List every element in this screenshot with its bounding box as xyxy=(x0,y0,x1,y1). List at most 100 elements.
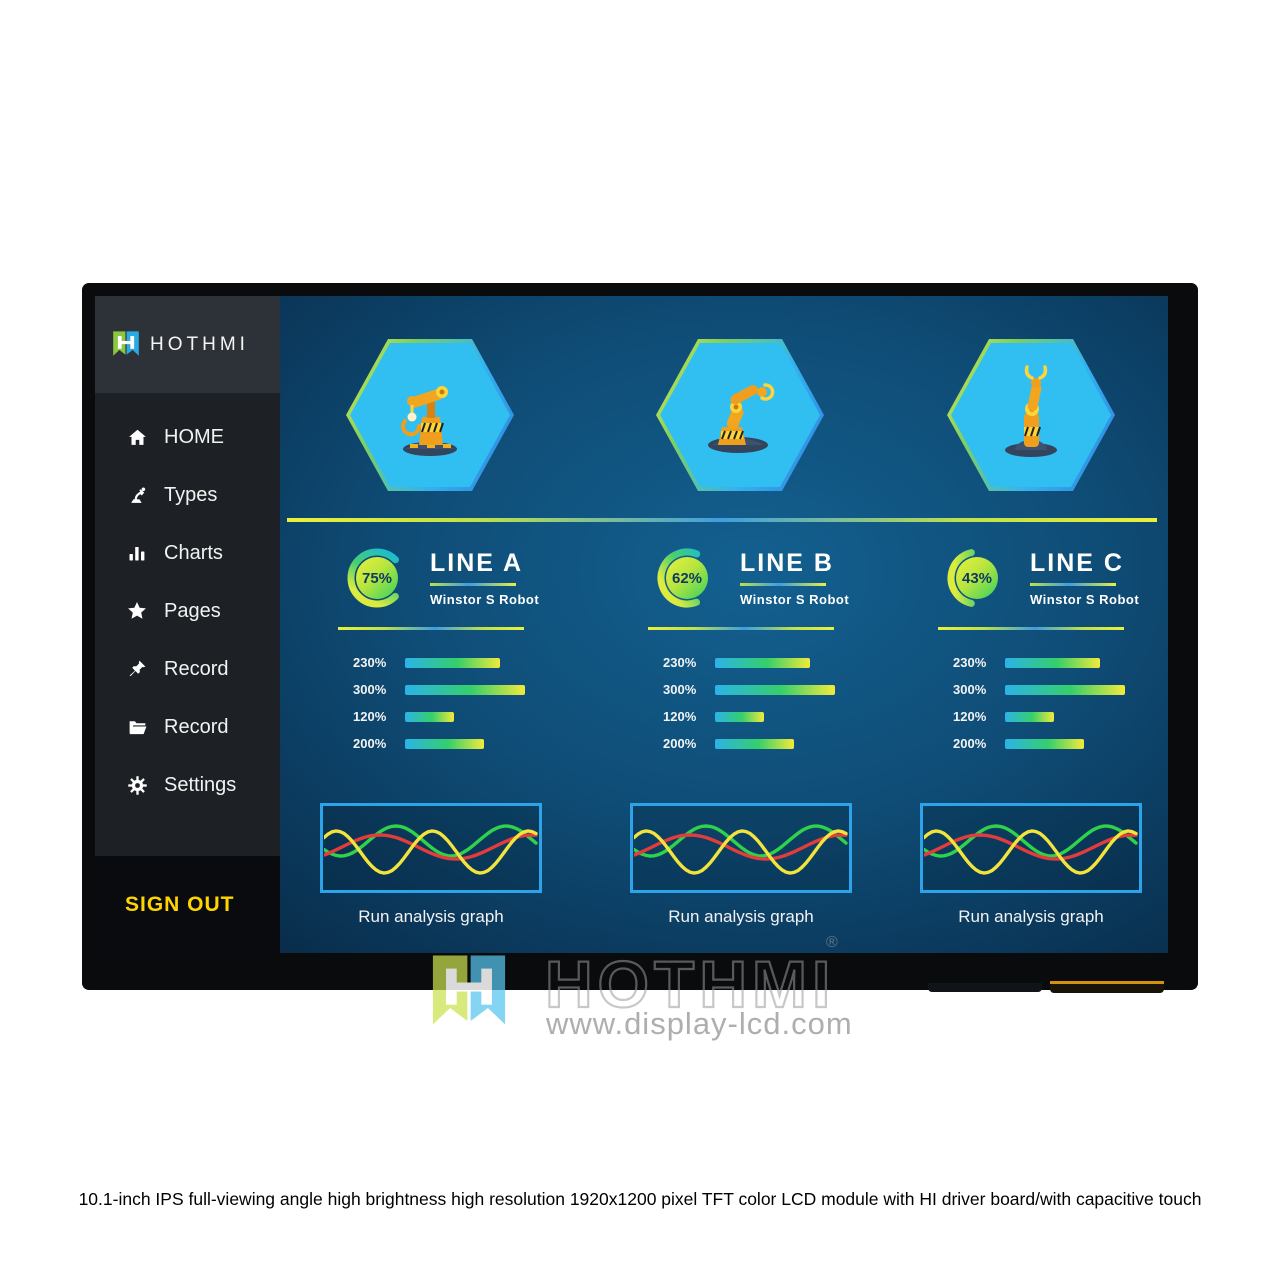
sign-out-label: SIGN OUT xyxy=(125,892,235,916)
gradient-bar xyxy=(715,711,764,722)
line-title: LINE A xyxy=(430,549,524,577)
bar-value-label: 300% xyxy=(663,682,697,697)
bar-row: 230% xyxy=(320,649,542,676)
analysis-graph-box xyxy=(920,803,1142,893)
hexagon-line-a[interactable] xyxy=(346,339,514,491)
bar-chart-icon xyxy=(126,542,148,564)
sidebar-item-label: Charts xyxy=(164,541,223,564)
sidebar-item-label: Record xyxy=(164,715,229,738)
bar-value-label: 230% xyxy=(353,655,387,670)
gradient-bar xyxy=(405,684,525,695)
fpc-connector-tab-gold xyxy=(1050,981,1164,993)
gradient-bar xyxy=(405,657,500,668)
sidebar-item-home[interactable]: HOME xyxy=(95,408,280,466)
hexagon-line-c[interactable] xyxy=(947,339,1115,491)
gradient-bar xyxy=(715,657,810,668)
analysis-graph-box xyxy=(320,803,542,893)
hexagon-line-b[interactable] xyxy=(656,339,824,491)
bar-value-label: 200% xyxy=(353,736,387,751)
robot-arm-illustration xyxy=(708,383,775,453)
line-title: LINE B xyxy=(740,549,834,577)
logo-header: HOTHMI xyxy=(95,296,280,393)
line-c-section: 43% LINE C Winstor S Robot 230% 300% 120% 2… xyxy=(920,545,1142,927)
red-wave xyxy=(634,833,848,861)
star-icon xyxy=(126,600,148,622)
line-subtitle: Winstor S Robot xyxy=(740,592,850,607)
progress-percent: 75% xyxy=(361,569,393,587)
section-divider xyxy=(287,518,1157,522)
sidebar-item-charts[interactable]: Charts xyxy=(95,524,280,582)
line-a-section: 75% LINE A Winstor S Robot 230% 300% 120% 2… xyxy=(320,545,542,927)
line-subtitle: Winstor S Robot xyxy=(430,592,540,607)
yellow-wave xyxy=(924,829,1138,875)
gear-icon xyxy=(126,774,148,796)
analysis-graph-box xyxy=(630,803,852,893)
gradient-bar xyxy=(405,711,454,722)
sidebar-item-settings[interactable]: Settings xyxy=(95,756,280,814)
line-b-progress-donut: 62% xyxy=(654,545,720,611)
bar-row: 300% xyxy=(320,676,542,703)
title-underline xyxy=(430,583,516,586)
section-underline xyxy=(338,627,524,630)
sidebar-item-pages[interactable]: Pages xyxy=(95,582,280,640)
robot-gripper-illustration xyxy=(1005,365,1057,457)
bar-value-label: 300% xyxy=(953,682,987,697)
section-underline xyxy=(648,627,834,630)
dashboard: 75% LINE A Winstor S Robot 230% 300% 120% 2… xyxy=(280,296,1168,953)
line-b-section: 62% LINE B Winstor S Robot 230% 300% 120% 2… xyxy=(630,545,852,927)
fpc-connector-tab xyxy=(928,983,1042,992)
sidebar-item-record-pin[interactable]: Record xyxy=(95,640,280,698)
bar-row: 200% xyxy=(920,730,1142,757)
sidebar: HOTHMI HOME xyxy=(95,296,280,953)
red-wave xyxy=(324,833,538,861)
gradient-bar xyxy=(715,684,835,695)
yellow-wave xyxy=(634,829,848,875)
gradient-bar xyxy=(1005,684,1125,695)
bar-value-label: 120% xyxy=(353,709,387,724)
folder-icon xyxy=(126,716,148,738)
bar-value-label: 120% xyxy=(953,709,987,724)
progress-percent: 43% xyxy=(961,569,993,587)
bar-row: 120% xyxy=(920,703,1142,730)
bar-row: 300% xyxy=(630,676,852,703)
bar-value-label: 200% xyxy=(953,736,987,751)
gradient-bar xyxy=(1005,711,1054,722)
home-icon xyxy=(126,426,148,448)
bar-value-label: 230% xyxy=(953,655,987,670)
bar-row: 200% xyxy=(630,730,852,757)
graph-caption: Run analysis graph xyxy=(668,907,814,926)
gradient-bar xyxy=(715,738,794,749)
bar-row: 230% xyxy=(920,649,1142,676)
bar-row: 120% xyxy=(630,703,852,730)
sidebar-item-record-folder[interactable]: Record xyxy=(95,698,280,756)
logo-text: HOTHMI xyxy=(150,333,249,355)
line-c-progress-donut: 43% xyxy=(944,545,1010,611)
robot-arm-icon xyxy=(126,484,148,506)
yellow-wave xyxy=(324,829,538,875)
sidebar-item-label: Pages xyxy=(164,599,221,622)
graph-caption: Run analysis graph xyxy=(358,907,504,926)
bar-row: 230% xyxy=(630,649,852,676)
lcd-module-frame: HOTHMI HOME xyxy=(82,283,1198,993)
bar-value-label: 300% xyxy=(353,682,387,697)
bar-chart: 230% 300% 120% 200% xyxy=(320,649,542,757)
sidebar-item-label: Settings xyxy=(164,773,237,796)
sign-out-button[interactable]: SIGN OUT xyxy=(95,856,280,953)
gradient-bar xyxy=(1005,657,1100,668)
sidebar-item-types[interactable]: Types xyxy=(95,466,280,524)
sidebar-item-label: HOME xyxy=(164,425,224,448)
bar-row: 120% xyxy=(320,703,542,730)
sidebar-nav: HOME Types xyxy=(95,393,280,814)
line-subtitle: Winstor S Robot xyxy=(1030,592,1140,607)
section-underline xyxy=(938,627,1124,630)
sidebar-item-label: Types xyxy=(164,483,218,506)
watermark-url: www.display-lcd.com xyxy=(546,1006,853,1041)
red-wave xyxy=(924,833,1138,861)
bar-row: 200% xyxy=(320,730,542,757)
product-caption: 10.1-inch IPS full-viewing angle high br… xyxy=(78,1189,1202,1209)
bar-chart: 230% 300% 120% 200% xyxy=(920,649,1142,757)
graph-caption: Run analysis graph xyxy=(958,907,1104,926)
lcd-screen: HOTHMI HOME xyxy=(95,296,1168,953)
pushpin-icon xyxy=(126,658,148,680)
